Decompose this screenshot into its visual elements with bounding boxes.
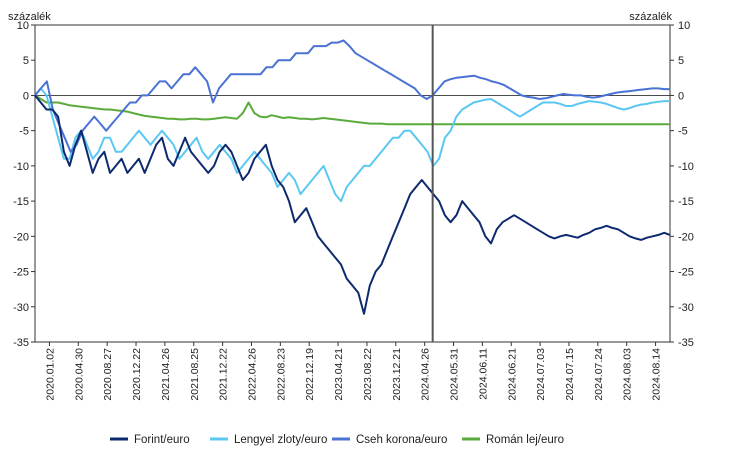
x-tick-label: 2022.04.26 [246, 348, 258, 401]
x-tick-label: 2024.04.26 [420, 348, 432, 401]
y-tick-label-left: -10 [13, 161, 29, 173]
x-tick-label: 2022.12.19 [304, 348, 316, 401]
y-tick-label-right: -25 [678, 267, 694, 279]
legend: Forint/euro Lengyel zloty/euro Cseh korona… [110, 434, 564, 446]
y-tick-label-right: -15 [678, 196, 694, 208]
x-tick-label: 2020.12.22 [131, 348, 143, 401]
legend-label-forint: Forint/euro [134, 434, 190, 446]
x-tick-label: 2024.06.11 [477, 348, 489, 400]
x-tick-label: 2020.08.27 [102, 348, 114, 401]
y-tick-label-left: 0 [23, 90, 29, 102]
y-tick-label-right: -20 [678, 231, 694, 243]
y-tick-label-right: -30 [678, 302, 694, 314]
y-tick-label-left: -15 [13, 196, 29, 208]
legend-label-zloty: Lengyel zloty/euro [234, 434, 327, 446]
y-tick-label-left: -30 [13, 302, 29, 314]
plot-border [34, 24, 671, 343]
y-tick-label-left: -20 [13, 231, 29, 243]
y-tick-label-left: 5 [23, 55, 29, 67]
x-tick-label: 2023.08.22 [362, 348, 374, 401]
y-axis-label-right: százalék [629, 11, 672, 23]
y-tick-label-right: -35 [678, 337, 694, 349]
x-tick-label: 2021.04.26 [160, 348, 172, 401]
x-tick-label: 2024.08.03 [622, 348, 634, 401]
series-line-korona [34, 39, 670, 153]
legend-label-korona: Cseh korona/euro [356, 434, 447, 446]
x-tick-label: 2024.07.15 [564, 348, 576, 401]
y-tick-label-left: -5 [19, 126, 29, 138]
y-tick-label-right: 0 [678, 90, 684, 102]
y-ticks-left: 10 5 0 -5 -10 -15 -20 -25 -30 -35 [13, 20, 35, 349]
series-line-forint [34, 94, 671, 315]
x-tick-label: 2021.12.22 [218, 348, 230, 401]
x-tick-label: 2022.08.23 [275, 348, 287, 401]
x-tick-label: 2024.05.31 [449, 348, 461, 401]
x-tick-label: 2020.04.30 [73, 348, 85, 401]
x-tick-label: 2024.07.03 [535, 348, 547, 401]
series-lines [34, 39, 671, 315]
y-tick-label-right: 10 [678, 20, 690, 32]
y-tick-label-left: -35 [13, 337, 29, 349]
y-tick-label-left: -25 [13, 267, 29, 279]
legend-label-lej: Román lej/euro [486, 434, 564, 446]
x-tick-label: 2021.08.25 [189, 348, 201, 401]
x-tick-label: 2020.01.02 [44, 348, 56, 401]
x-tick-label: 2024.07.24 [593, 348, 605, 401]
x-tick-label: 2023.12.21 [391, 348, 403, 401]
series-line-lej [34, 94, 670, 126]
y-tick-label-right: 5 [678, 55, 684, 67]
x-tick-label: 2024.06.21 [506, 348, 518, 401]
plot-frame [34, 24, 671, 343]
series-line-zloty [34, 87, 670, 203]
x-tick-label: 2024.08.14 [651, 348, 663, 401]
y-axis-label-left: százalék [8, 11, 51, 23]
y-tick-label-right: -5 [678, 126, 688, 138]
y-tick-label-left: 10 [17, 20, 29, 32]
y-ticks-right: 10 5 0 -5 -10 -15 -20 -25 -30 -35 [670, 20, 694, 349]
x-ticks: 2020.01.02 2020.04.30 2020.08.27 2020.12.22… [44, 342, 663, 401]
x-tick-label: 2023.04.21 [333, 348, 345, 401]
y-tick-label-right: -10 [678, 161, 694, 173]
